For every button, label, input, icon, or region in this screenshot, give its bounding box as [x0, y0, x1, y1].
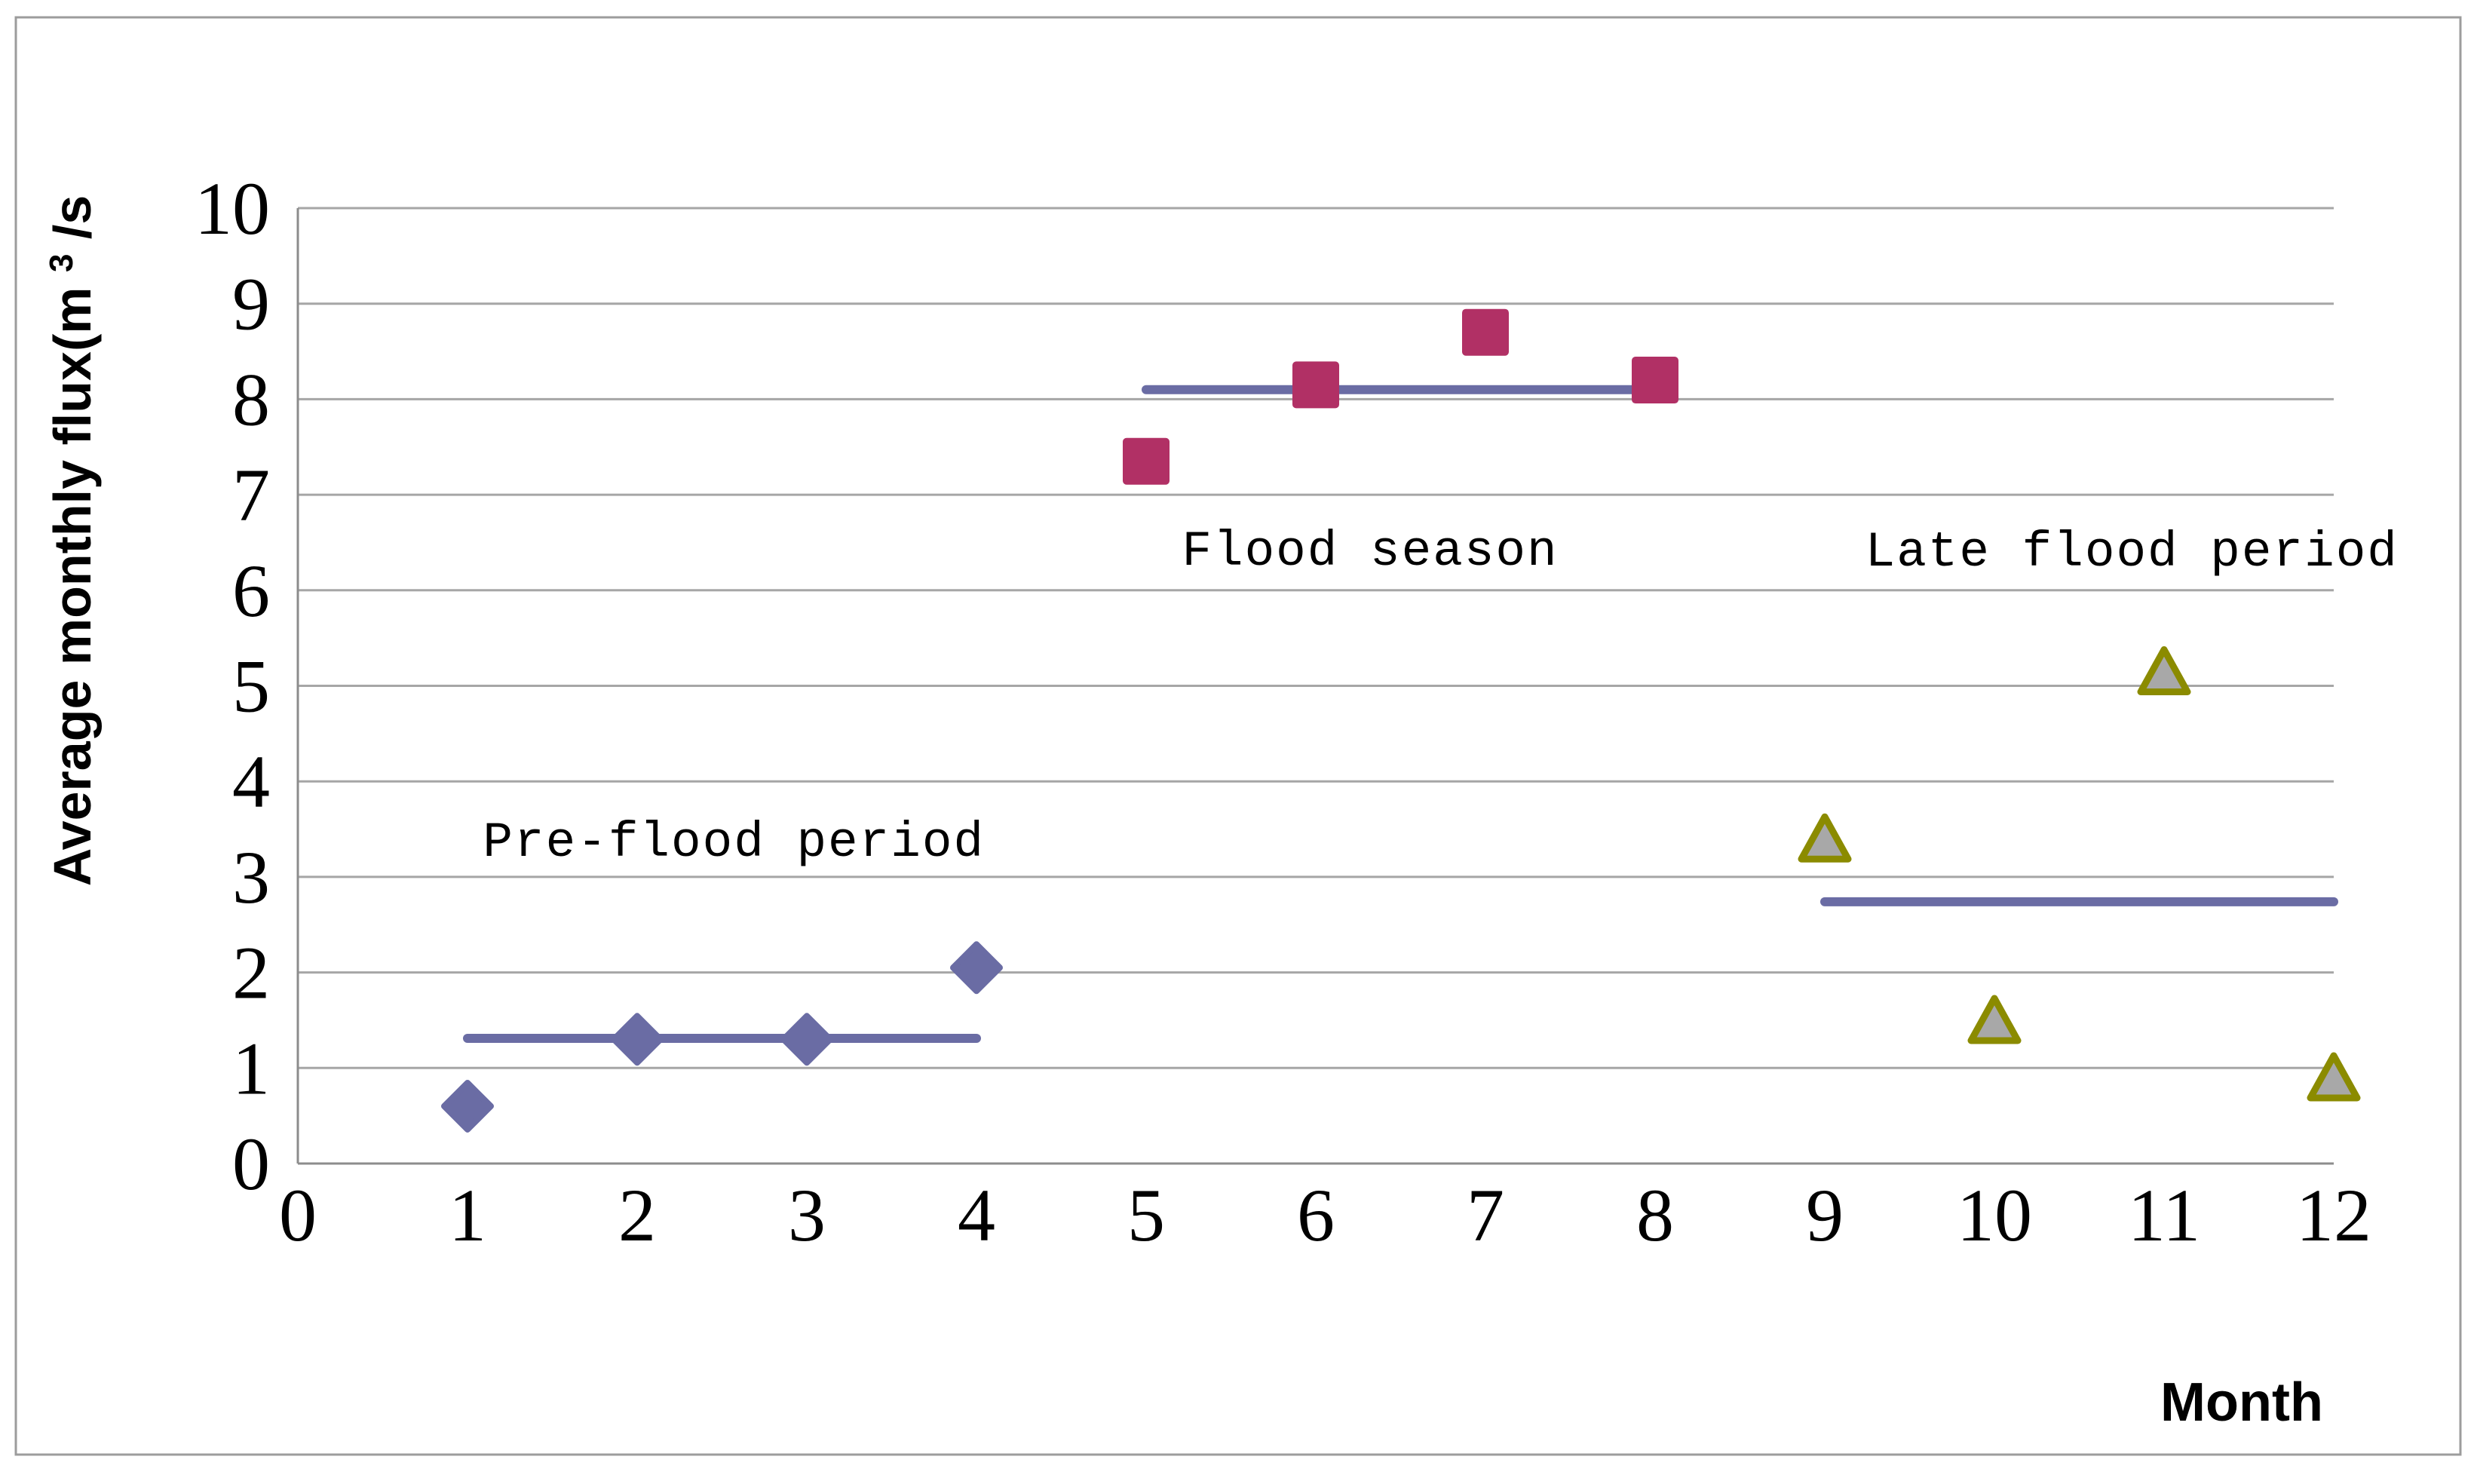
y-axis-title-prefix: Average monthly flux(m	[43, 287, 102, 887]
y-tick-label-0: 0	[232, 1122, 270, 1206]
y-tick-label-5: 5	[232, 645, 270, 728]
x-tick-label-4: 4	[958, 1173, 995, 1257]
x-tick-label-9: 9	[1806, 1173, 1844, 1257]
x-tick-label-12: 12	[2296, 1173, 2371, 1257]
y-tick-label-8: 8	[232, 357, 270, 441]
x-tick-label-0: 0	[279, 1173, 317, 1257]
x-tick-label-6: 6	[1297, 1173, 1335, 1257]
data-point-triangle-month-9	[1798, 813, 1852, 863]
data-point-diamond-month-1	[441, 1079, 494, 1133]
data-point-square-month-5	[1123, 437, 1170, 485]
data-point-diamond-month-4	[950, 941, 1003, 995]
y-axis-title: Average monthly flux(m 3 /s	[25, 195, 102, 887]
y-tick-label-10: 10	[195, 167, 270, 250]
data-point-square-month-7	[1462, 308, 1509, 356]
y-tick-label-3: 3	[232, 836, 270, 919]
data-point-triangle-month-12	[2307, 1052, 2361, 1102]
y-tick-label-4: 4	[232, 740, 270, 823]
data-point-square-month-6	[1292, 361, 1339, 409]
annotation-late-flood-period: Late flood period	[1865, 524, 2399, 581]
x-tick-label-5: 5	[1127, 1173, 1165, 1257]
annotation-flood-season: Flood season	[1182, 523, 1558, 580]
y-axis-title-suffix: /s	[43, 195, 102, 239]
data-point-diamond-month-3	[780, 1013, 833, 1066]
y-tick-label-9: 9	[232, 262, 270, 346]
annotation-pre-flood-period: Pre-flood period	[483, 814, 985, 871]
gridlines	[298, 207, 2334, 1069]
period-mean-lines	[463, 385, 2338, 1044]
x-tick-labels: 0 1 2 3 4 5 6 7 8 9 10 11 12	[279, 1173, 2371, 1257]
x-tick-label-11: 11	[2128, 1173, 2200, 1257]
data-point-diamond-month-2	[611, 1013, 664, 1066]
y-tick-labels: 0 1 2 3 4 5 6 7 8 9 10	[195, 167, 270, 1206]
x-tick-label-8: 8	[1636, 1173, 1674, 1257]
y-tick-label-7: 7	[232, 453, 270, 537]
x-tick-label-7: 7	[1467, 1173, 1504, 1257]
y-tick-label-2: 2	[232, 931, 270, 1015]
data-markers	[441, 308, 2361, 1133]
data-point-triangle-month-11	[2137, 645, 2191, 695]
x-tick-label-1: 1	[449, 1173, 486, 1257]
x-tick-label-10: 10	[1957, 1173, 2032, 1257]
axes	[296, 208, 2334, 1165]
data-point-square-month-8	[1632, 357, 1678, 404]
x-axis-title: Month	[2160, 1372, 2323, 1433]
x-tick-label-3: 3	[788, 1173, 826, 1257]
figure-border	[14, 16, 2462, 1456]
x-tick-label-2: 2	[618, 1173, 656, 1257]
y-axis-title-superscript: 3	[43, 254, 80, 272]
data-point-triangle-month-10	[1967, 995, 2022, 1044]
y-tick-label-6: 6	[232, 549, 270, 633]
y-tick-label-1: 1	[232, 1026, 270, 1110]
